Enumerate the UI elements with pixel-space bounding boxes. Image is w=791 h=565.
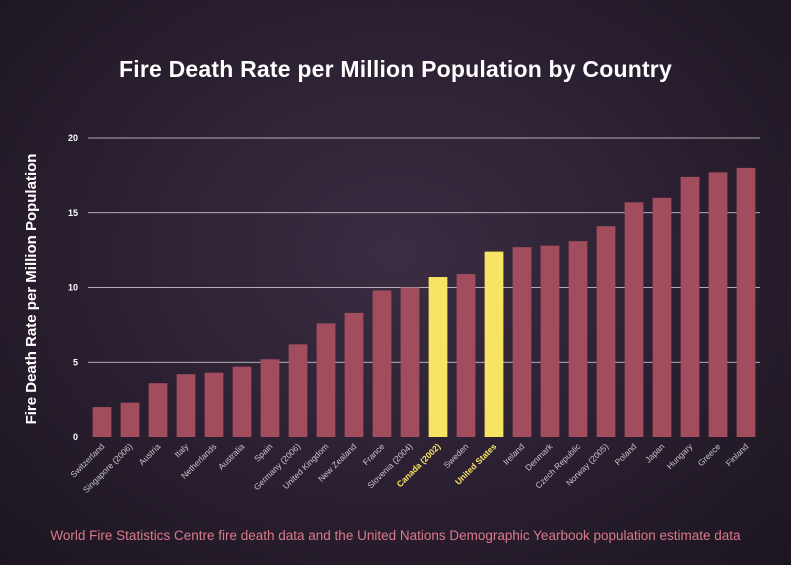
- x-tick-label: Hungary: [665, 441, 695, 471]
- y-tick-label: 5: [73, 357, 78, 367]
- bar-finland: [736, 167, 756, 437]
- bar-singapore-2006: [120, 402, 140, 437]
- bar-australia: [232, 366, 252, 437]
- source-note: World Fire Statistics Centre fire death …: [50, 528, 741, 543]
- gridlines: [88, 137, 760, 363]
- bar-united-states: [484, 251, 504, 437]
- x-tick-label: Japan: [643, 441, 667, 465]
- y-tick-label: 15: [68, 208, 78, 218]
- x-tick-label: Singapore (2006): [81, 441, 135, 495]
- x-tick-label: Italy: [172, 441, 191, 460]
- y-tick-label: 10: [68, 283, 78, 293]
- x-tick-label: France: [361, 441, 387, 467]
- chart-title: Fire Death Rate per Million Population b…: [119, 56, 672, 82]
- bar-united-kingdom: [316, 323, 336, 437]
- y-tick-label: 0: [73, 432, 78, 442]
- bar-denmark: [540, 245, 560, 437]
- x-tick-label: Spain: [252, 441, 275, 464]
- bars: [92, 167, 756, 437]
- bar-italy: [176, 374, 196, 437]
- bar-sweden: [456, 274, 476, 437]
- bar-austria: [148, 383, 168, 437]
- bar-france: [372, 290, 392, 437]
- y-tick-labels: 0 5 10 15 20: [68, 133, 78, 442]
- bar-japan: [652, 197, 672, 437]
- y-axis-label: Fire Death Rate per Million Population: [23, 154, 40, 425]
- bar-hungary: [680, 176, 700, 437]
- bar-poland: [624, 202, 644, 437]
- x-tick-label: Austria: [137, 441, 163, 467]
- bar-spain: [260, 359, 280, 437]
- bar-greece: [708, 172, 728, 437]
- bar-germany-2006: [288, 344, 308, 437]
- bar-slovenia-2004: [400, 287, 420, 437]
- bar-netherlands: [204, 372, 224, 437]
- x-tick-label: Australia: [216, 441, 247, 472]
- y-tick-label: 20: [68, 133, 78, 143]
- bar-canada-2002: [428, 277, 448, 437]
- x-tick-label: Poland: [613, 441, 639, 467]
- bar-norway-2005: [596, 226, 616, 437]
- x-tick-label: Finland: [724, 441, 751, 468]
- bar-switzerland: [92, 407, 112, 437]
- x-tick-label: Ireland: [501, 441, 527, 467]
- bar-ireland: [512, 247, 532, 437]
- bar-czech-republic: [568, 241, 588, 437]
- x-tick-label: Greece: [696, 441, 723, 468]
- bar-new-zealand: [344, 312, 364, 437]
